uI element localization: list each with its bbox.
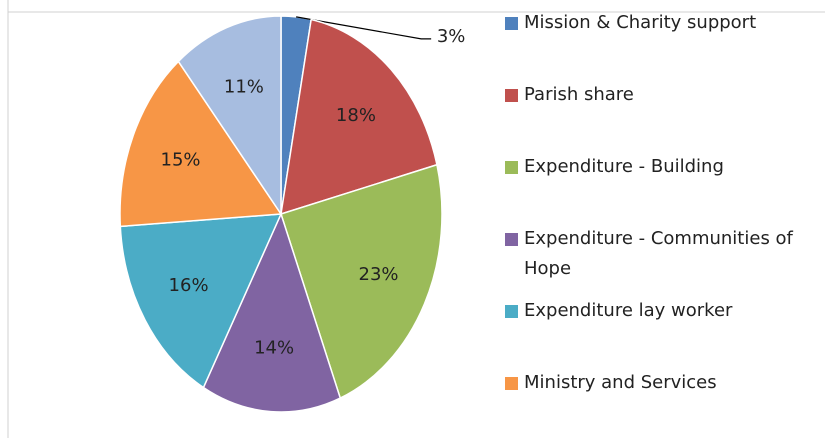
data-label: 14%: [254, 337, 294, 358]
data-label: 3%: [437, 26, 466, 47]
legend: Mission & Charity support Parish share Exp…: [505, 8, 820, 440]
legend-label: Mission & Charity support: [524, 12, 757, 33]
legend-swatch: [505, 377, 518, 390]
data-label: 11%: [224, 76, 264, 97]
legend-swatch: [505, 305, 518, 318]
pie-slice: [119, 60, 283, 228]
legend-label: Expenditure lay worker: [524, 300, 733, 321]
legend-item: Parish share: [505, 80, 820, 152]
legend-swatch: [505, 89, 518, 102]
legend-item: Ministry and Services: [505, 368, 820, 440]
pie-slice: [202, 211, 342, 413]
legend-swatch: [505, 233, 518, 246]
legend-swatch: [505, 161, 518, 174]
legend-item: Mission & Charity support: [505, 8, 820, 80]
legend-label: Expenditure - Communities of Hope: [524, 228, 793, 279]
legend-item: Expenditure lay worker: [505, 296, 820, 368]
leader-line: [296, 16, 432, 40]
legend-swatch: [505, 17, 518, 30]
legend-label: Parish share: [524, 84, 634, 105]
pie-slice: [280, 18, 438, 216]
data-label: 16%: [169, 275, 209, 296]
pie-slice: [177, 15, 282, 217]
legend-label: Expenditure - Building: [524, 156, 724, 177]
data-label: 15%: [161, 150, 201, 171]
legend-label: Ministry and Services: [524, 372, 717, 393]
data-label: 23%: [359, 264, 399, 285]
pie-slice: [280, 163, 443, 400]
data-label: 18%: [336, 105, 376, 126]
legend-item: Expenditure - Building: [505, 152, 820, 224]
legend-item: Expenditure - Communities of Hope: [505, 224, 820, 296]
pie-slice: [119, 213, 283, 389]
